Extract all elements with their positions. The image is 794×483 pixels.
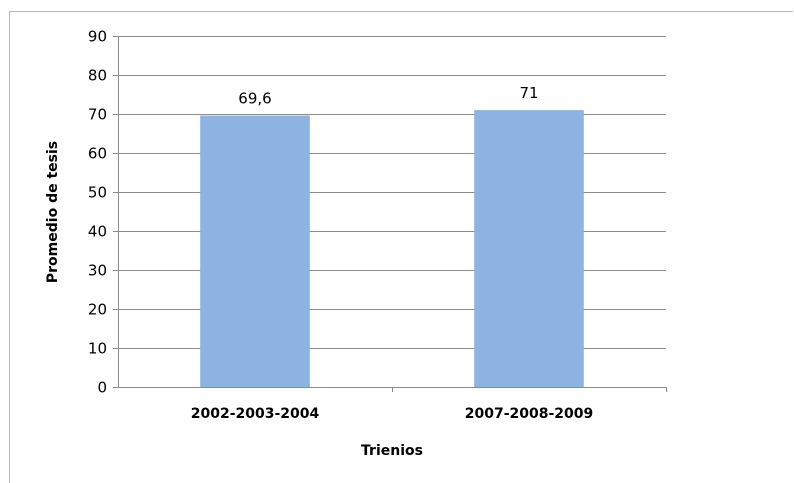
y-tick-label: 20 [88,301,107,319]
y-tick-label: 90 [88,28,107,46]
x-axis-title: Trienios [361,443,423,459]
y-tick-label: 80 [88,67,107,85]
y-tick-label: 40 [88,223,107,241]
bar [474,110,584,387]
data-label: 71 [519,84,538,102]
bars [200,110,584,387]
axes [113,36,667,392]
y-axis-title: Promedio de tesis [45,141,61,283]
data-label: 69,6 [238,90,271,108]
y-tick-label: 0 [97,379,107,397]
x-category-label: 2007-2008-2009 [465,406,594,422]
y-tick-label: 60 [88,145,107,163]
y-tick-label: 70 [88,106,107,124]
y-tick-label: 50 [88,184,107,202]
y-tick-label: 30 [88,262,107,280]
x-category-label: 2002-2003-2004 [191,406,320,422]
labels: 0 10 20 30 40 50 60 70 80 90 69,6 2002-2003-2004 71 2… [88,28,593,423]
chart-frame [9,11,793,483]
y-tick-label: 10 [88,340,107,358]
bar [200,115,310,387]
